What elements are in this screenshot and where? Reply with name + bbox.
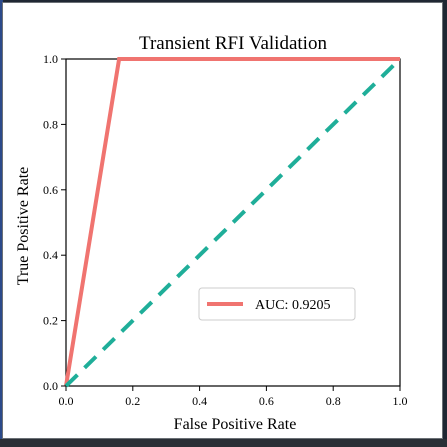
x-tick-label-4: 0.8	[326, 394, 341, 408]
y-tick-label-3: 0.6	[43, 183, 58, 197]
plot-area	[64, 57, 402, 388]
x-tick-label-5: 1.0	[393, 394, 408, 408]
legend-label-0: AUC: 0.9205	[255, 298, 330, 313]
y-axis-label: True Positive Rate	[15, 167, 32, 286]
x-tick-label-2: 0.4	[192, 394, 207, 408]
y-tick-label-2: 0.4	[43, 248, 58, 262]
x-axis-label: False Positive Rate	[174, 416, 297, 433]
y-tick-label-5: 1.0	[43, 52, 58, 66]
legend: AUC: 0.9205	[198, 287, 356, 321]
plot-frame	[65, 58, 401, 387]
x-tick-label-1: 0.2	[125, 394, 140, 408]
series-line-0	[64, 57, 400, 387]
x-tick-label-3: 0.6	[259, 394, 274, 408]
chart-title: Transient RFI Validation	[139, 33, 327, 54]
window-edge-bottom	[0, 439, 447, 447]
x-tick-label-0: 0.0	[59, 394, 74, 408]
roc-chart: Transient RFI Validation 0.0 0.2 0.4 0.6 0.8…	[15, 33, 408, 433]
y-tick-label-4: 0.8	[43, 117, 58, 131]
y-tick-label-0: 0.0	[43, 379, 58, 393]
y-tick-label-1: 0.2	[43, 314, 58, 328]
legend-box	[198, 287, 356, 321]
y-axis-ticks: 0.0 0.2 0.4 0.6 0.8 1.0	[43, 52, 66, 393]
window-edge-left	[0, 0, 3, 447]
x-axis-ticks: 0.0 0.2 0.4 0.6 0.8 1.0	[59, 386, 408, 408]
plot-window: Transient RFI Validation 0.0 0.2 0.4 0.6 0.8…	[2, 2, 443, 439]
